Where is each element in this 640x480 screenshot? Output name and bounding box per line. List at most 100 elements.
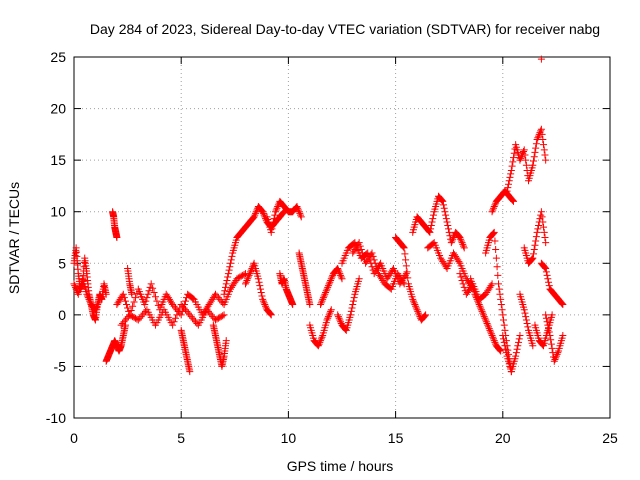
data-point-marker <box>143 294 151 302</box>
data-point-marker <box>357 246 365 254</box>
data-point-marker <box>545 328 553 336</box>
data-point-marker <box>484 321 492 329</box>
data-point-marker <box>214 294 222 302</box>
data-point-marker <box>243 276 251 284</box>
data-point-marker <box>500 316 508 324</box>
data-point-marker <box>500 321 508 329</box>
data-point-marker <box>497 347 505 355</box>
y-tick-label: 10 <box>50 204 66 220</box>
data-point-marker <box>413 306 421 314</box>
data-point-marker <box>227 259 235 267</box>
data-point-marker <box>236 273 244 281</box>
data-point-marker <box>460 283 468 291</box>
data-point-marker <box>213 315 221 323</box>
data-point-marker <box>259 208 267 216</box>
data-point-marker <box>415 311 423 319</box>
data-point-marker <box>553 350 561 358</box>
data-point-marker <box>527 256 535 264</box>
data-point-marker <box>508 162 516 170</box>
data-point-marker <box>259 209 267 217</box>
data-point-marker <box>256 282 264 290</box>
data-point-marker <box>326 278 334 286</box>
y-tick-label: 25 <box>50 49 66 65</box>
data-point-marker <box>169 321 177 329</box>
data-point-marker <box>324 313 332 321</box>
data-point-marker <box>225 266 233 274</box>
data-point-marker <box>355 239 363 247</box>
data-point-marker <box>306 301 314 309</box>
data-point-marker <box>319 294 327 302</box>
data-point-marker <box>246 270 254 278</box>
data-point-marker <box>538 213 546 221</box>
data-point-marker <box>512 349 520 357</box>
data-point-marker <box>537 55 545 63</box>
x-tick-label: 5 <box>177 430 185 446</box>
data-point-marker <box>267 310 275 318</box>
data-point-marker <box>487 330 495 338</box>
data-point-marker <box>70 280 78 288</box>
data-point-marker <box>545 278 553 286</box>
data-point-marker <box>495 280 503 288</box>
data-point-marker <box>294 204 302 212</box>
data-point-marker <box>336 270 344 278</box>
data-point-marker <box>255 278 263 286</box>
data-point-marker <box>113 234 121 241</box>
data-point-marker <box>85 295 93 303</box>
x-tick-label: 15 <box>388 430 404 446</box>
data-point-marker <box>534 225 542 233</box>
data-point-marker <box>130 313 138 321</box>
data-point-marker <box>327 276 335 284</box>
data-point-marker <box>402 262 410 270</box>
data-point-marker <box>490 229 498 237</box>
data-point-marker <box>495 345 503 353</box>
data-point-marker <box>490 228 498 236</box>
data-point-marker <box>531 241 539 249</box>
data-point-marker <box>119 290 127 298</box>
data-point-marker <box>370 256 378 264</box>
data-point-marker <box>120 318 128 326</box>
data-point-marker <box>121 297 129 305</box>
data-point-marker <box>505 180 513 188</box>
data-point-marker <box>224 270 232 278</box>
data-point-marker <box>219 312 227 320</box>
data-point-marker <box>239 271 247 279</box>
data-point-marker <box>259 295 267 303</box>
data-point-marker <box>314 342 322 350</box>
data-point-marker <box>543 271 551 279</box>
data-point-marker <box>544 321 552 329</box>
data-point-marker <box>227 256 235 264</box>
y-tick-label: 15 <box>50 152 66 168</box>
data-point-marker <box>262 302 270 310</box>
data-point-marker <box>220 311 228 319</box>
data-point-marker <box>515 338 523 346</box>
data-point-marker <box>190 316 198 324</box>
data-point-marker <box>296 209 304 217</box>
data-point-marker <box>322 289 330 297</box>
data-point-marker <box>373 266 381 274</box>
data-point-marker <box>539 136 547 144</box>
data-point-marker <box>520 148 528 156</box>
data-point-marker <box>91 306 99 314</box>
data-point-marker <box>414 309 422 317</box>
data-point-marker <box>502 345 510 353</box>
data-point-marker <box>537 125 545 133</box>
data-point-marker <box>127 312 135 320</box>
data-point-marker <box>136 314 144 322</box>
data-point-marker <box>547 336 555 344</box>
data-point-marker <box>318 297 326 305</box>
data-point-marker <box>217 297 225 305</box>
data-point-marker <box>532 140 540 148</box>
data-point-marker <box>441 208 449 216</box>
data-point-marker <box>324 283 332 291</box>
data-point-marker <box>129 302 137 310</box>
data-point-marker <box>206 309 214 317</box>
data-point-marker <box>260 299 268 307</box>
data-point-marker <box>472 292 480 300</box>
data-point-marker <box>541 264 549 272</box>
data-point-marker <box>318 333 326 341</box>
data-point-marker <box>399 278 407 286</box>
data-point-marker <box>242 278 250 286</box>
data-point-marker <box>503 187 511 195</box>
data-point-marker <box>269 218 277 226</box>
data-point-marker <box>542 314 550 322</box>
